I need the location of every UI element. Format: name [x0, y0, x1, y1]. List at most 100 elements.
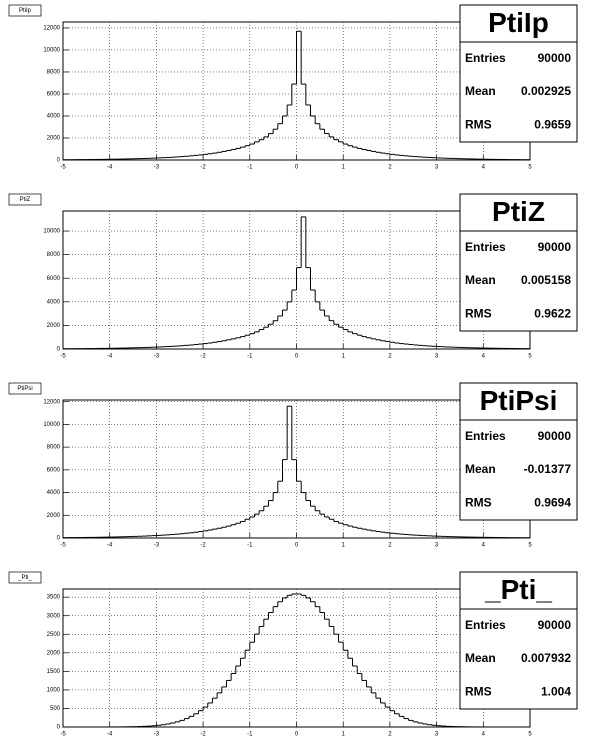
x-tick-label: 5	[528, 543, 532, 549]
x-tick-label: 0	[295, 543, 299, 549]
stats-value: 90000	[538, 429, 572, 443]
stats-label: Entries	[465, 240, 506, 254]
x-tick-label: 3	[435, 732, 439, 738]
x-tick-label: -4	[107, 543, 113, 549]
stats-label: Mean	[465, 462, 496, 476]
y-tick-label: 10000	[43, 48, 60, 54]
pad-title-box	[8, 193, 42, 206]
stats-value: 90000	[538, 51, 572, 65]
pad-title: _Pti_	[17, 575, 32, 581]
y-tick-label: 2000	[47, 513, 61, 519]
y-tick-label: 4000	[47, 299, 61, 305]
y-tick-label: 0	[57, 725, 61, 731]
x-tick-label: 3	[435, 165, 439, 171]
y-tick-label: 8000	[47, 252, 61, 258]
stats-label: Mean	[465, 273, 496, 287]
stats-value: 0.007932	[521, 651, 571, 665]
y-tick-label: 2500	[47, 632, 61, 638]
y-tick-label: 3500	[47, 595, 61, 601]
x-tick-label: 1	[342, 354, 346, 360]
stats-label: RMS	[465, 307, 492, 321]
y-tick-label: 0	[57, 158, 61, 164]
stats-box	[459, 571, 578, 710]
stats-label: Entries	[465, 429, 506, 443]
stats-value: 0.002925	[521, 84, 571, 98]
x-tick-label: -2	[200, 354, 206, 360]
x-tick-label: -4	[107, 354, 113, 360]
x-tick-label: 2	[388, 732, 392, 738]
y-tick-label: 4000	[47, 490, 61, 496]
stats-value: 0.9659	[534, 118, 571, 132]
y-tick-label: 500	[50, 706, 61, 712]
x-tick-label: 0	[295, 354, 299, 360]
x-tick-label: -1	[247, 732, 253, 738]
y-tick-label: 8000	[47, 445, 61, 451]
x-tick-label: 2	[388, 543, 392, 549]
stats-value: -0.01377	[524, 462, 572, 476]
x-tick-label: 4	[482, 543, 486, 549]
x-tick-label: -3	[154, 354, 160, 360]
x-tick-label: 2	[388, 165, 392, 171]
x-tick-label: -3	[154, 543, 160, 549]
stats-label: RMS	[465, 118, 492, 132]
stats-value: 0.9622	[534, 307, 571, 321]
stats-title: PtiPsi	[480, 385, 558, 416]
y-tick-label: 10000	[43, 422, 60, 428]
pad-title-box	[8, 571, 42, 584]
stats-value: 90000	[538, 618, 572, 632]
x-tick-label: 0	[295, 165, 299, 171]
stats-title: _Pti_	[484, 574, 552, 605]
y-tick-label: 12000	[43, 399, 60, 405]
x-tick-label: 1	[342, 165, 346, 171]
x-tick-label: -5	[60, 165, 66, 171]
y-tick-label: 3000	[47, 613, 61, 619]
y-tick-label: 6000	[47, 92, 61, 98]
y-tick-label: 10000	[43, 229, 60, 235]
x-tick-label: -4	[107, 732, 113, 738]
pad-title-box	[8, 4, 42, 17]
stats-label: RMS	[465, 685, 492, 699]
pad-title: PtiZ	[20, 197, 31, 203]
stats-value: 0.005158	[521, 273, 571, 287]
y-tick-label: 2000	[47, 650, 61, 656]
x-tick-label: -2	[200, 732, 206, 738]
y-tick-label: 0	[57, 347, 61, 353]
pad-title: PtiIp	[19, 8, 32, 14]
x-tick-label: -5	[60, 354, 66, 360]
x-tick-label: 1	[342, 732, 346, 738]
x-tick-label: -2	[200, 165, 206, 171]
stats-value: 0.9694	[534, 496, 571, 510]
pad-title-box	[8, 382, 42, 395]
y-tick-label: 6000	[47, 276, 61, 282]
stats-value: 90000	[538, 240, 572, 254]
stats-box	[459, 4, 578, 143]
y-tick-label: 12000	[43, 26, 60, 32]
x-tick-label: -3	[154, 732, 160, 738]
x-tick-label: 3	[435, 543, 439, 549]
x-tick-label: -1	[247, 354, 253, 360]
stats-label: Entries	[465, 51, 506, 65]
x-tick-label: -2	[200, 543, 206, 549]
x-tick-label: -1	[247, 543, 253, 549]
stats-label: Entries	[465, 618, 506, 632]
y-tick-label: 4000	[47, 114, 61, 120]
x-tick-label: 1	[342, 543, 346, 549]
y-tick-label: 1500	[47, 669, 61, 675]
y-tick-label: 1000	[47, 687, 61, 693]
x-tick-label: -3	[154, 165, 160, 171]
y-tick-label: 8000	[47, 70, 61, 76]
stats-label: RMS	[465, 496, 492, 510]
x-tick-label: 5	[528, 732, 532, 738]
stats-title: PtiIp	[488, 7, 549, 38]
x-tick-label: -5	[60, 543, 66, 549]
x-tick-label: -1	[247, 165, 253, 171]
x-tick-label: 4	[482, 354, 486, 360]
stats-label: Mean	[465, 84, 496, 98]
stats-title: PtiZ	[492, 196, 545, 227]
y-tick-label: 6000	[47, 467, 61, 473]
x-tick-label: -4	[107, 165, 113, 171]
x-tick-label: 3	[435, 354, 439, 360]
x-tick-label: 4	[482, 165, 486, 171]
y-tick-label: 2000	[47, 136, 61, 142]
